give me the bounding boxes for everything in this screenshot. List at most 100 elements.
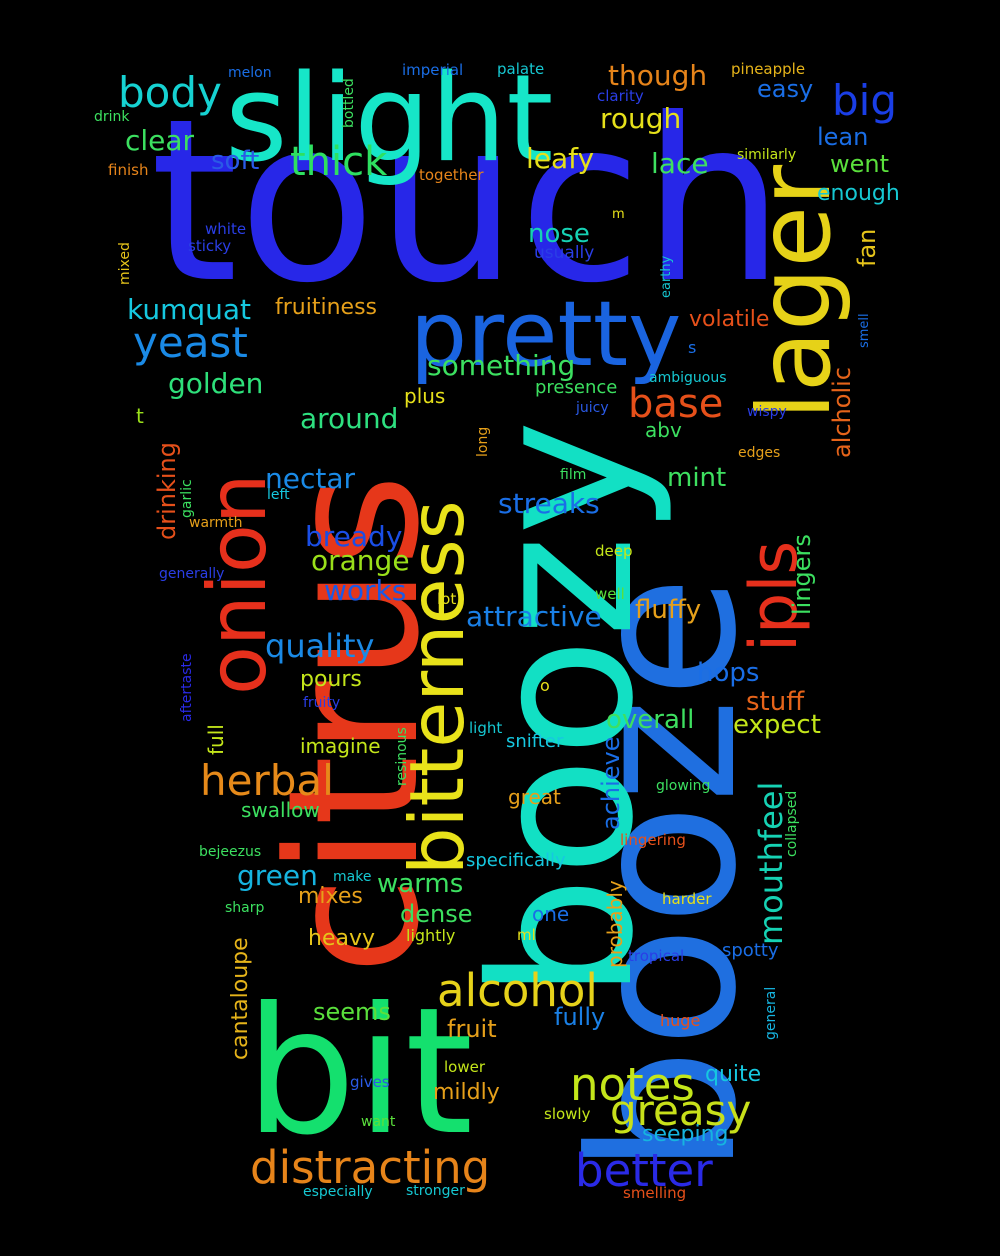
word-around: around [300,402,399,435]
word-film: film [560,467,587,483]
word-achieve: achieve [597,736,625,830]
word-went: went [830,150,890,178]
word-earthy: earthy [659,255,674,298]
word-juicy: juicy [576,400,609,416]
word-though: though [608,59,708,92]
word-pretty: pretty [410,282,682,387]
word-long: long [475,426,491,457]
word-touch: touch [150,71,785,333]
word-warmth: warmth [189,515,243,531]
word-drinking: drinking [153,442,181,540]
word-herbal: herbal [200,756,334,805]
word-slight: slight [225,50,554,189]
word-melon: melon [228,65,272,81]
word-kumquat: kumquat [127,293,252,326]
word-soft: soft [211,146,260,176]
word-bit: bit [245,971,474,1174]
word-overall: overall [606,705,695,735]
word-presence: presence [535,377,618,398]
word-t: t [136,404,144,428]
word-bejeezus: bejeezus [199,844,262,860]
word-pineapple: pineapple [731,60,806,78]
word-especially: especially [303,1184,373,1200]
word-expect: expect [733,710,821,740]
word-o: o [540,676,550,695]
word-alcholic: alcholic [828,367,856,458]
word-sticky: sticky [188,237,232,255]
word-nose: nose [528,219,590,249]
word-ml: ml [517,926,536,944]
word-huge: huge [660,1011,701,1030]
word-light: light [469,719,503,737]
word-wispy: wispy [747,404,787,420]
word-imagine: imagine [300,734,381,758]
word-enough: enough [817,181,900,206]
word-usually: usually [534,243,595,263]
word-base: base [628,381,724,427]
word-slowly: slowly [544,1105,591,1123]
word-lower: lower [444,1058,486,1076]
word-mouthfeel: mouthfeel [752,781,790,945]
word-fully: fully [554,1003,606,1031]
word-glowing: glowing [656,778,711,794]
word-clarity: clarity [597,87,644,105]
word-lean: lean [817,123,869,151]
word-imperial: imperial [402,61,464,79]
word-cantaloupe: cantaloupe [228,937,253,1060]
word-together: together [419,166,484,184]
word-left: left [267,487,290,503]
word-golden: golden [168,367,264,400]
word-seeping: seeping [642,1122,729,1147]
word-better: better [575,1144,713,1197]
word-palate: palate [497,60,545,78]
word-spotty: spotty [722,940,779,961]
word-white: white [205,220,247,238]
word-finish: finish [108,161,149,179]
word-m: m [612,207,625,222]
word-gives: gives [350,1073,390,1091]
word-plus: plus [404,384,446,408]
word-bready: bready [305,520,403,553]
word-lingers: lingers [788,534,816,615]
word-sharp: sharp [225,900,265,916]
word-lingering: lingering [620,831,686,849]
word-nectar: nectar [265,462,356,495]
word-harder: harder [662,890,712,908]
word-quality: quality [265,627,375,665]
word-dense: dense [400,900,473,928]
word-make: make [333,869,372,885]
word-rough: rough [600,102,682,135]
word-orange: orange [311,544,410,577]
word-tropical: tropical [628,947,685,965]
word-fluffy: fluffy [635,595,702,625]
word-warms: warms [377,869,464,899]
word-stronger: stronger [406,1183,465,1199]
word-generally: generally [159,566,225,582]
word-hops: hops [697,658,760,688]
word-swallow: swallow [241,798,320,822]
word-bottled: bottled [341,78,357,128]
word-yeast: yeast [133,318,248,367]
word-streaks: streaks [498,487,600,520]
word-aftertaste: aftertaste [179,653,195,722]
word-volatile: volatile [689,307,770,332]
word-want: want [361,1114,396,1130]
word-lightly: lightly [406,926,456,945]
word-easy: easy [757,75,814,103]
word-works: works [324,574,407,607]
word-great: great [508,785,561,809]
word-lot: lot [437,590,457,608]
word-edges: edges [738,445,781,461]
word-heavy: heavy [308,926,375,951]
word-lace: lace [651,147,709,180]
word-body: body [118,68,222,117]
word-distracting: distracting [250,1141,491,1194]
word-thick: thick [290,139,388,185]
word-probably: probably [603,880,627,968]
word-garlic: garlic [179,479,195,518]
word-alcohol: alcohol [437,964,598,1017]
word-resinous: resinous [394,727,410,786]
word-clear: clear [125,124,195,157]
word-fruity: fruity [303,695,341,711]
